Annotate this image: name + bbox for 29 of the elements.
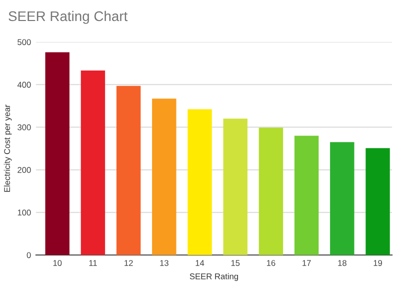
bar [80, 70, 106, 255]
x-tick-label: 17 [302, 260, 311, 266]
y-tick-label: 0 [26, 252, 31, 258]
x-tick-label: 13 [160, 260, 168, 266]
bar [152, 98, 176, 255]
y-tick-label: 400 [17, 82, 31, 88]
x-axis-title: SEER Rating [190, 273, 238, 281]
y-tick-label: 300 [18, 124, 31, 130]
x-tick-label: 10 [53, 260, 62, 266]
bar [258, 128, 284, 255]
bar [188, 109, 212, 255]
bar [116, 86, 141, 255]
x-tick-label: 16 [266, 260, 276, 266]
bar [366, 148, 390, 255]
y-tick-label: 200 [18, 167, 31, 173]
bar [330, 142, 354, 255]
bar [223, 118, 248, 255]
chart-title: SEER Rating Chart [8, 10, 128, 24]
x-tick-label: 15 [231, 260, 240, 266]
y-tick-label: 500 [18, 39, 31, 46]
x-tick-label: 19 [374, 260, 382, 266]
bar [294, 136, 319, 255]
x-tick-label: 11 [89, 260, 97, 266]
y-tick-label: 100 [18, 210, 31, 216]
x-tick-label: 12 [124, 260, 133, 266]
x-tick-label: 18 [338, 260, 346, 266]
x-tick-label: 14 [196, 260, 204, 266]
y-axis-title: Electricity Cost per year [4, 104, 12, 192]
bar [45, 52, 70, 255]
